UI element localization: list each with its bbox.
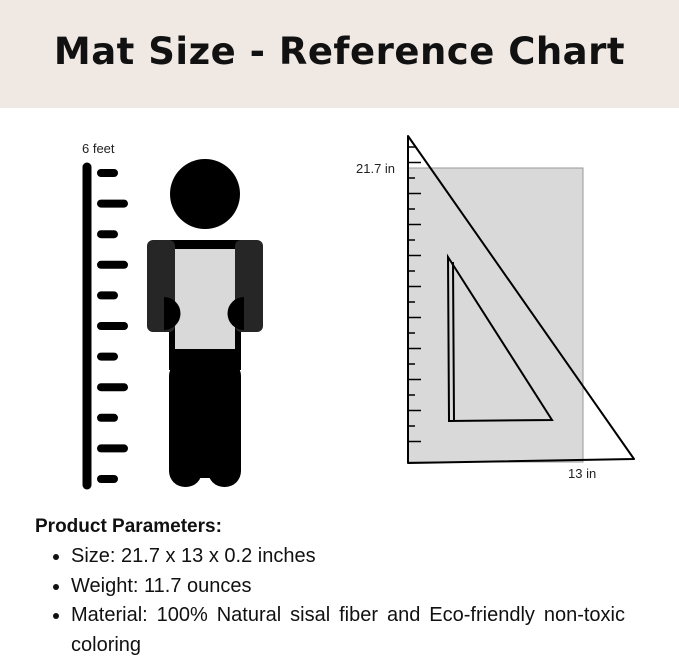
mat-height-label: 21.7 in	[356, 161, 396, 176]
person-figure	[147, 159, 263, 487]
person-head	[170, 159, 240, 229]
person-left-hand	[164, 297, 181, 330]
triangle-ruler	[407, 135, 635, 464]
height-label: 6 feet	[82, 141, 115, 156]
param-weight: Weight: 11.7 ounces	[71, 572, 625, 602]
person-left-leg	[169, 360, 202, 487]
params-list: Size: 21.7 x 13 x 0.2 inches Weight: 11.…	[35, 542, 625, 660]
person-right-hand	[227, 297, 244, 330]
ruler-ticks	[408, 146, 421, 443]
height-scale	[82, 162, 128, 490]
product-parameters: Product Parameters: Size: 21.7 x 13 x 0.…	[35, 516, 625, 660]
mat-width-label: 13 in	[568, 466, 597, 481]
page-title: Mat Size - Reference Chart	[53, 30, 626, 73]
mat-rectangle	[407, 167, 584, 463]
triangle-ruler-cutout	[446, 253, 554, 423]
person-right-leg	[208, 360, 241, 487]
params-heading: Product Parameters:	[35, 516, 222, 537]
param-material: Material: 100% Natural sisal fiber and E…	[71, 601, 625, 660]
param-size: Size: 21.7 x 13 x 0.2 inches	[71, 542, 625, 572]
header-banner: Mat Size - Reference Chart	[0, 0, 679, 108]
mat-diagram	[407, 135, 635, 464]
mat-held	[175, 249, 235, 349]
